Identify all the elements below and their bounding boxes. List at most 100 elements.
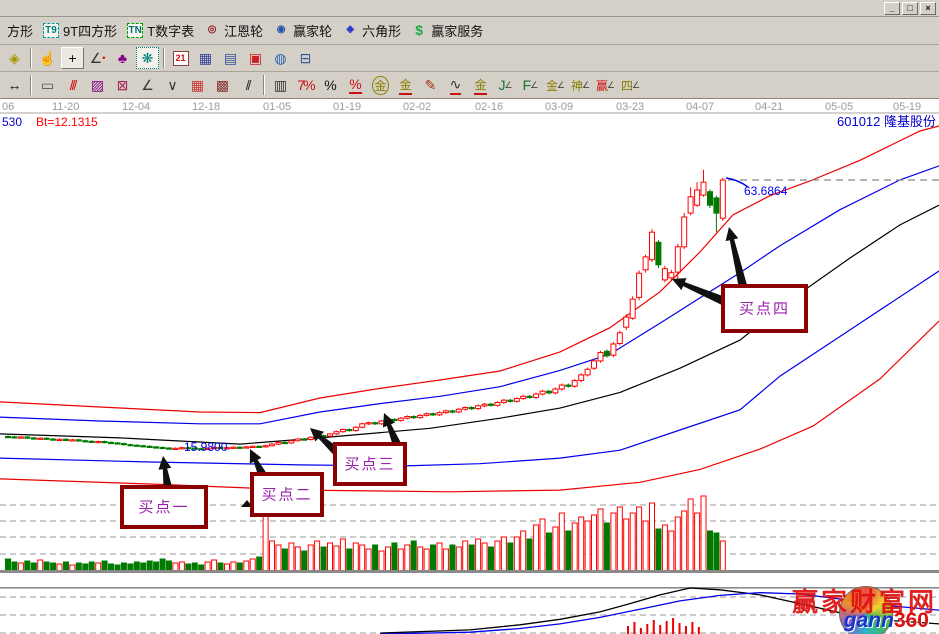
computer-icon[interactable]: ⊟: [299, 49, 312, 66]
percent-line-icon[interactable]: %: [349, 76, 362, 94]
gann-shape-tool-icon[interactable]: ❋: [136, 47, 159, 69]
band-upper-blue: [0, 165, 939, 425]
gold-lines-icon[interactable]: 金: [394, 74, 417, 96]
date-label: 03-23: [616, 101, 644, 113]
angle-tool-icon[interactable]: ∠: [141, 76, 154, 93]
angle-line-tool-icon[interactable]: ∠ •: [89, 49, 106, 66]
bars-tool-icon[interactable]: ▥: [273, 76, 288, 93]
web-save-icon[interactable]: ◍: [274, 49, 287, 66]
close-button[interactable]: ×: [920, 2, 936, 15]
date-label: 12-04: [122, 101, 150, 113]
dollar-icon: $: [415, 22, 424, 38]
toolbar-item-hexagon[interactable]: ◈ 六角形: [337, 19, 406, 42]
rect-tool-icon[interactable]: ▭: [40, 76, 55, 93]
toolbar-item-label: 方形: [7, 24, 34, 39]
shape-tool-icon[interactable]: ♣: [117, 50, 128, 66]
buy-point-label-4: 买点四: [739, 301, 790, 318]
toolbar-item-t-number-table[interactable]: TN T数字表: [122, 19, 199, 42]
date-label: 12-18: [192, 101, 220, 113]
toolbar-separator: [30, 75, 32, 95]
toolbar-item-t9-square[interactable]: T9 9T四方形: [38, 19, 122, 42]
annotation-arrow: [158, 456, 173, 490]
toolbar-item-winner-wheel[interactable]: ◉ 赢家轮: [268, 19, 337, 42]
date-label: 02-02: [403, 101, 431, 113]
stock-title: 601012 隆基股份: [837, 114, 936, 129]
buy-point-label-3: 买点三: [344, 456, 395, 473]
move-tool-icon[interactable]: ◈: [9, 49, 20, 66]
ying-angle-icon[interactable]: 赢 ∠: [595, 78, 616, 93]
date-label: 04-21: [755, 101, 783, 113]
date-label: 05-05: [825, 101, 853, 113]
date-label: 01-05: [263, 101, 291, 113]
band-lower-blue: [0, 270, 939, 467]
bt-value: Bt=12.1315: [36, 115, 98, 129]
toolbar-item-label: 赢家轮: [293, 24, 333, 39]
j-angle-icon[interactable]: J ∠: [498, 77, 513, 93]
wave-tool-icon[interactable]: ∿: [444, 74, 467, 96]
toolbar-separator: [163, 48, 165, 68]
chart-region[interactable]: 06 11-20 12-04 12-18 01-05 01-19 02-02 02-16 03-…: [0, 99, 939, 634]
date-label: 02-16: [475, 101, 503, 113]
toolbar-item-square-shape[interactable]: 方形: [2, 19, 38, 42]
t9-icon: T9: [43, 23, 60, 38]
toolbar-item-label: 江恩轮: [224, 24, 264, 39]
price-label: 63.6864: [744, 184, 788, 198]
date-label: 11-20: [52, 101, 79, 113]
toolbar-separator: [263, 75, 265, 95]
minimize-button[interactable]: _: [884, 2, 900, 15]
box-x-icon[interactable]: ⊠: [116, 76, 129, 93]
toolbar-item-label: 六角形: [362, 24, 402, 39]
band-upper-red: [0, 125, 939, 414]
hexagon-icon: ◈: [346, 24, 355, 35]
calendar-icon[interactable]: 21: [169, 47, 192, 69]
sub-indicator-black-line: [379, 587, 939, 634]
toolbar-tools: ◈ ☝ + ∠ • ♣ ❋ 21 ▦ ▤ ▣ ◍ ⊟: [0, 45, 939, 72]
gold-angle-icon[interactable]: 金 ∠: [545, 78, 566, 93]
fan-box-icon[interactable]: ▨: [90, 76, 105, 93]
annotation-arrow: [249, 449, 268, 478]
calculator-icon[interactable]: ▦: [198, 49, 213, 66]
parallel-lines-icon[interactable]: //: [245, 77, 252, 93]
price-label: 15.9800: [184, 440, 228, 454]
period-value: 530: [2, 115, 22, 129]
t-percent-icon[interactable]: 7%: [297, 77, 315, 93]
gold-coin-icon[interactable]: 金: [369, 74, 392, 96]
pen-tool-icon[interactable]: ✎: [424, 76, 437, 93]
date-label: 06: [2, 101, 14, 113]
date-label: 03-09: [545, 101, 573, 113]
f-angle-icon[interactable]: F ∠: [522, 77, 539, 93]
buy-point-box-1: [120, 485, 208, 529]
toolbar-item-winner-service[interactable]: $ 赢家服务: [406, 19, 488, 42]
h-measure-icon[interactable]: ↔: [7, 77, 22, 93]
gold-redline-icon[interactable]: 金: [469, 74, 492, 96]
notepad-icon[interactable]: ▤: [223, 49, 238, 66]
si-angle-icon[interactable]: 四 ∠: [620, 78, 641, 93]
gann-wheel-icon: ◎: [207, 24, 217, 35]
date-label: 04-07: [686, 101, 714, 113]
grid-tool-icon[interactable]: ▦: [190, 76, 205, 93]
annotation-arrow: [382, 413, 403, 449]
crosshair-tool-icon[interactable]: +: [61, 47, 84, 69]
annotation-arrow: [672, 278, 728, 307]
shen-angle-icon[interactable]: 神 ∠: [570, 78, 591, 93]
window-controls: _ □ ×: [884, 2, 936, 15]
restore-button[interactable]: □: [902, 2, 918, 15]
candles-layer: [5, 169, 726, 451]
buy-point-label-1: 买点一: [138, 499, 189, 516]
percent-icon[interactable]: %: [324, 77, 337, 93]
buy-point-label-2: 买点二: [261, 487, 312, 504]
gann-fan-icon[interactable]: ///: [69, 77, 78, 93]
annotation-arrow: [310, 428, 340, 456]
band-middle-black: [0, 204, 939, 445]
candlestick-chart[interactable]: 06 11-20 12-04 12-18 01-05 01-19 02-02 02-16 03-…: [0, 99, 939, 634]
save-icon[interactable]: ▣: [248, 49, 263, 66]
winner-wheel-icon: ◉: [276, 24, 286, 35]
v-shape-icon[interactable]: ∨: [167, 76, 178, 93]
tn-icon: TN: [127, 23, 144, 38]
toolbar-item-gann-wheel[interactable]: ◎ 江恩轮: [199, 19, 268, 42]
hand-tool-icon[interactable]: ☝: [38, 49, 57, 66]
grid-arrow-icon[interactable]: ▩: [215, 76, 230, 93]
pane-separator: [0, 587, 939, 589]
volume-baseline: [0, 570, 939, 573]
